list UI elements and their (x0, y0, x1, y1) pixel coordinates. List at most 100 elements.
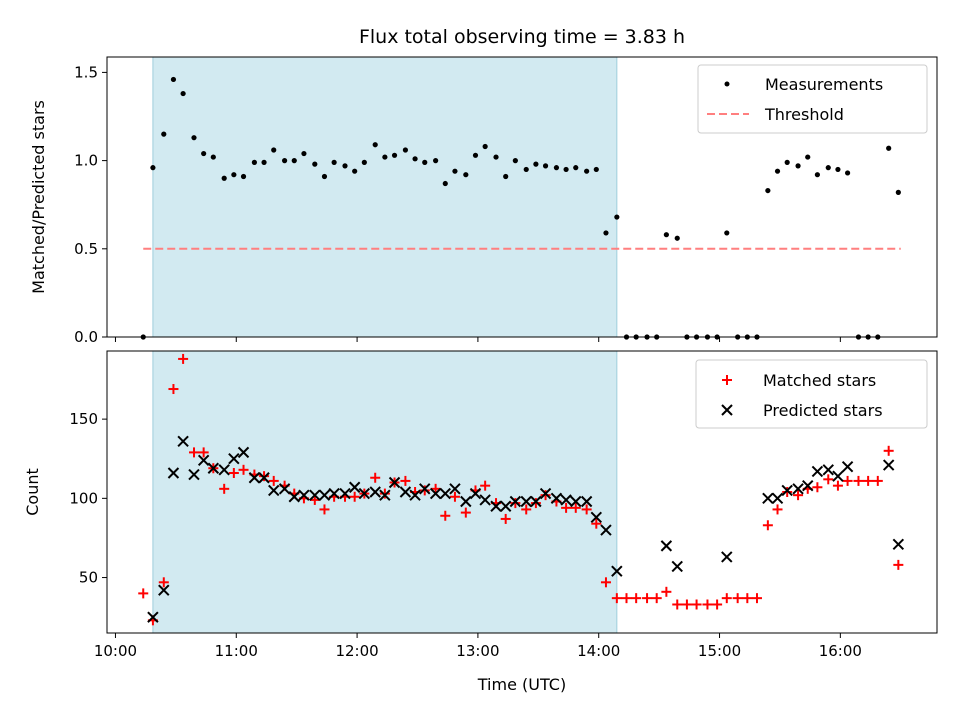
measurement-point (463, 172, 469, 178)
measurement-point (814, 172, 820, 178)
matched-star-point (591, 518, 602, 529)
top-axes-frame (106, 56, 938, 338)
matched-star-point (419, 485, 430, 496)
predicted-star-point-b (509, 495, 522, 508)
matched-star-point (782, 487, 793, 497)
measurement-point (563, 166, 569, 173)
top-legend-box (697, 64, 928, 134)
predicted-star-point-b (218, 464, 230, 476)
predicted-star-point-b (490, 500, 502, 512)
predicted-star-point (882, 459, 895, 471)
matched-star-point (259, 471, 270, 482)
matched-star-point (721, 593, 732, 604)
measurement-point (180, 90, 186, 97)
predicted-star-point-b (802, 479, 814, 492)
measurement-point (433, 158, 439, 164)
bottom-legend-box (695, 359, 928, 429)
predicted-star-point (399, 486, 412, 498)
top-y-tick-label: 0.0 (74, 328, 98, 346)
predicted-star-point (298, 489, 310, 501)
predicted-star-point (429, 487, 442, 500)
measurement-point (784, 159, 790, 165)
predicted-star-point-b (469, 487, 482, 500)
predicted-star-point (721, 551, 733, 563)
measurement-point (523, 166, 529, 173)
matched-star-point (198, 447, 209, 458)
matched-star-point (570, 502, 581, 513)
measurement-point (584, 168, 590, 174)
predicted-star-point (358, 487, 371, 500)
bottom-legend: Matched stars Predicted stars (695, 359, 928, 429)
predicted-star-point (811, 465, 824, 478)
predicted-star-point (268, 484, 280, 497)
measurement-point (150, 165, 156, 171)
predicted-star-point (479, 494, 491, 506)
predicted-star-point (822, 464, 834, 476)
bottom-x-tick-label: 13:00 (456, 642, 499, 660)
predicted-star-point-b (318, 489, 331, 501)
predicted-star-point (258, 472, 270, 484)
measurement-point (342, 163, 348, 169)
measurement-point (493, 154, 499, 160)
measurement-point (361, 159, 367, 165)
measurement-point (542, 163, 549, 169)
measurement-point (663, 232, 669, 238)
predicted-star-point (792, 483, 804, 495)
measurement-point (422, 159, 428, 165)
predicted-star-point-b (721, 551, 733, 563)
top-y-ticks: 0.0 0.5 1.0 1.5 (74, 63, 107, 346)
predicted-star-point-b (358, 487, 371, 500)
predicted-star-point-b (419, 483, 431, 495)
matched-star-point (742, 593, 753, 604)
predicted-star-point (228, 453, 240, 465)
measurement-point (553, 165, 560, 171)
predicted-star-point (388, 476, 401, 489)
matched-star-point (883, 445, 894, 456)
matched-star-point (460, 507, 471, 518)
predicted-star-point (369, 486, 381, 498)
top-y-tick-label: 1.0 (74, 152, 98, 170)
predicted-star-point-b (197, 454, 210, 467)
measurement-point (482, 143, 488, 150)
matched-star-point (732, 593, 743, 604)
measurement-point (271, 147, 277, 153)
predicted-star-point (490, 500, 502, 512)
predicted-star-point (469, 487, 482, 500)
matched-star-point (651, 593, 662, 604)
measurement-point (382, 154, 388, 160)
observing-span-shade-top (152, 56, 618, 338)
bottom-x-tick-label: 12:00 (335, 642, 378, 660)
predicted-star-point (671, 560, 683, 573)
measurement-point (312, 161, 318, 167)
matched-star-point (581, 504, 592, 515)
matched-legend-glyph (722, 375, 732, 385)
matched-star-point (793, 490, 804, 501)
predicted-star-point (539, 487, 552, 500)
predicted-star-point (781, 484, 793, 497)
predicted-star-point (530, 495, 542, 508)
matched-star-point (440, 510, 451, 521)
top-x-ticks (114, 337, 841, 342)
matched-star-point (540, 490, 551, 501)
predicted-star-point (309, 489, 321, 501)
predicted-star-point-b (792, 483, 804, 495)
predicted-star-point-b (560, 494, 572, 506)
matched-star-point (812, 482, 823, 493)
measurement-point (724, 230, 730, 236)
measurement-point (201, 150, 207, 157)
predicted-star-point (177, 435, 189, 448)
measurement-point (161, 131, 167, 137)
predicted-star-point (611, 565, 623, 577)
matched-star-point (430, 483, 441, 494)
chart-title: Flux total observing time = 3.83 h (359, 26, 685, 48)
measurement-point (402, 147, 409, 153)
predicted-star-point (841, 460, 854, 473)
predicted-star-point-b (248, 472, 261, 484)
measurement-point (805, 154, 811, 160)
matched-stars-legend-marker (722, 375, 732, 385)
bottom-axes-frame (106, 350, 938, 634)
matched-star-point (832, 480, 843, 491)
predicted-star-point (197, 454, 210, 467)
predicted-star-point (560, 494, 572, 506)
predicted-star-point (509, 495, 522, 508)
